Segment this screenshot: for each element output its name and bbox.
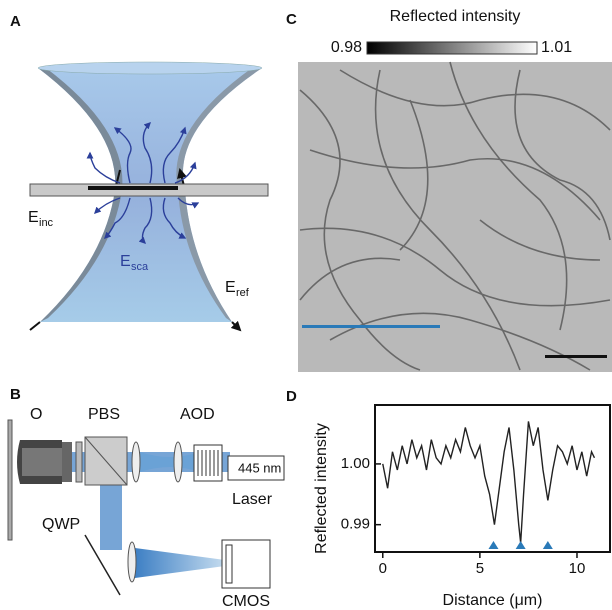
position-marker	[488, 541, 499, 549]
laser-label: Laser	[232, 491, 273, 508]
camera-label: CMOS	[222, 593, 270, 610]
data-line	[382, 421, 596, 543]
x-tick-label: 10	[569, 560, 586, 577]
e-ref-label: E	[225, 279, 236, 296]
panel-label: C	[286, 11, 297, 28]
colorbar-min: 0.98	[331, 39, 362, 56]
plot-frame	[374, 404, 611, 553]
focus-diagram	[29, 61, 269, 330]
position-marker	[542, 541, 553, 549]
panel-label: A	[10, 13, 21, 30]
y-tick-label: 1.00	[341, 455, 370, 472]
e-inc-subscript: inc	[39, 217, 54, 229]
panel-label: B	[10, 386, 21, 403]
microscopy-image	[298, 61, 612, 372]
setup-diagram	[7, 419, 285, 596]
colorbar-title: Reflected intensity	[390, 8, 521, 25]
y-axis-label: Reflected intensity	[313, 423, 330, 554]
position-marker	[515, 541, 526, 549]
colorbar-max: 1.01	[541, 39, 572, 56]
y-tick-label: 0.99	[341, 516, 370, 533]
objective-label: O	[30, 406, 42, 423]
profile-chart: 0.99 1.00 0 5 10 Distance (μm) Reflected inten…	[313, 404, 611, 609]
aod-label: AOD	[180, 406, 215, 423]
x-tick-label: 0	[379, 560, 387, 577]
x-tick-label: 5	[476, 560, 484, 577]
e-sca-label: E	[120, 253, 131, 270]
panel-label: D	[286, 388, 297, 405]
wavelength-label: 445 nm	[238, 460, 281, 475]
e-sca-subscript: sca	[131, 261, 149, 273]
colorbar	[366, 41, 538, 55]
qwp-label: QWP	[42, 516, 80, 533]
pbs-label: PBS	[88, 406, 120, 423]
e-ref-subscript: ref	[236, 287, 250, 299]
x-axis-label: Distance (μm)	[443, 592, 543, 609]
e-inc-label: E	[28, 209, 39, 226]
